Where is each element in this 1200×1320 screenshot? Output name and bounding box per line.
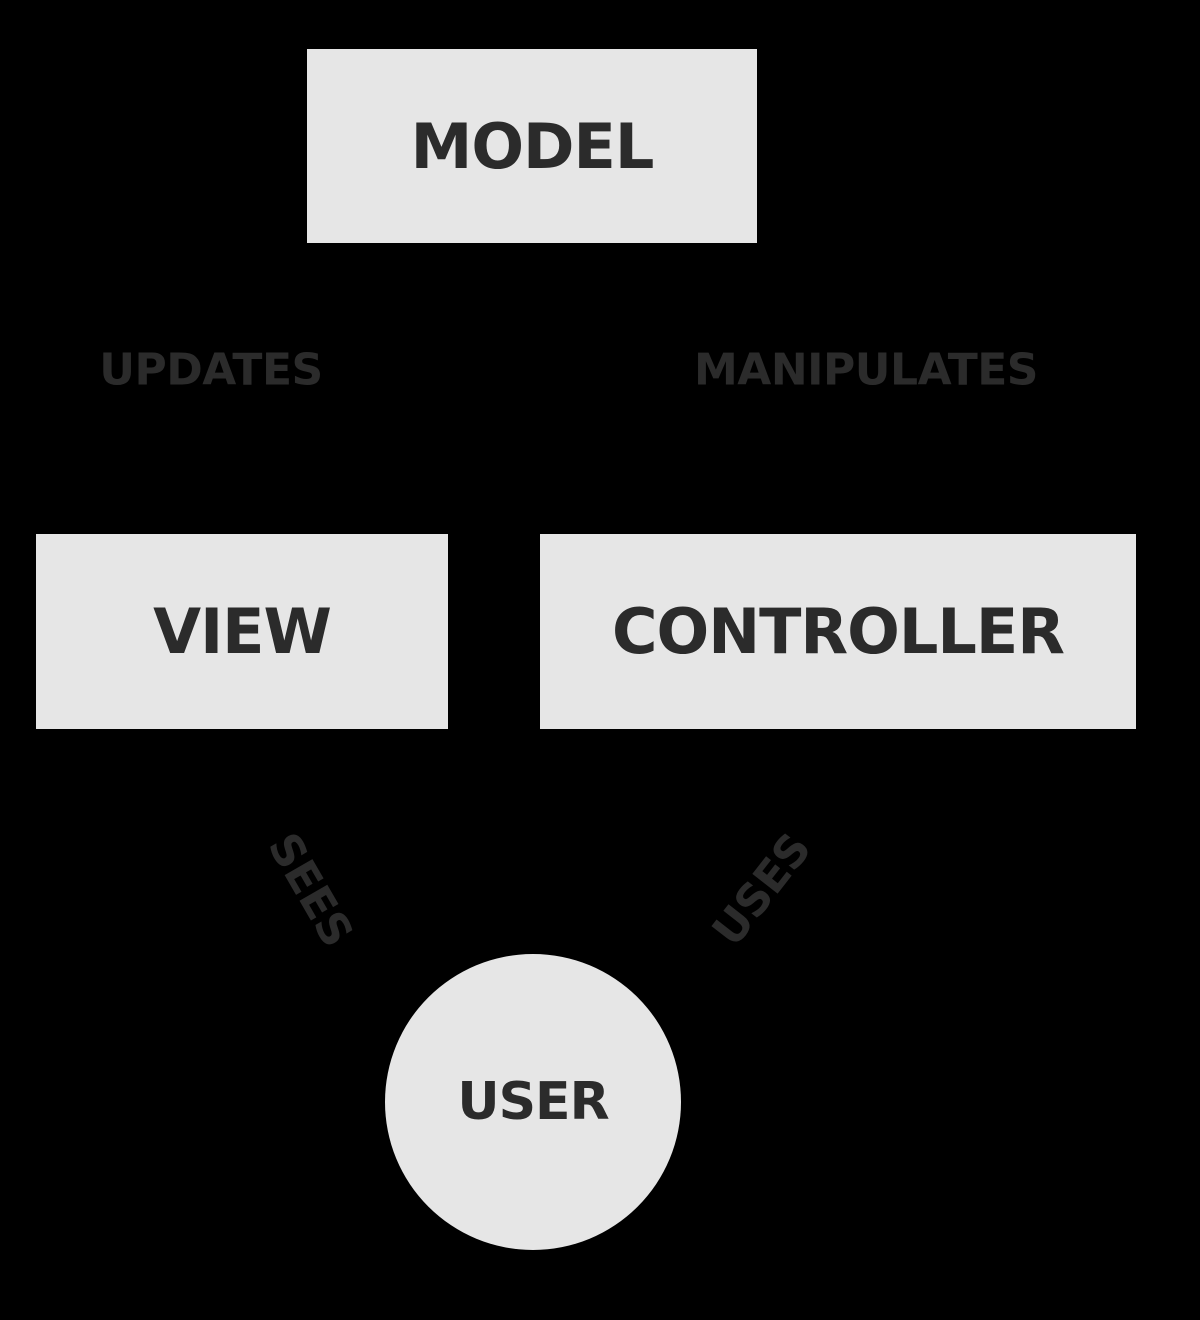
edge-label-manipulates: MANIPULATES: [694, 345, 1038, 396]
node-controller-label: CONTROLLER: [612, 595, 1064, 668]
node-model-label: MODEL: [411, 110, 654, 183]
node-view-label: VIEW: [153, 595, 331, 668]
node-user: USER: [385, 954, 681, 1250]
node-user-label: USER: [457, 1072, 608, 1132]
node-view: VIEW: [36, 534, 448, 729]
node-controller: CONTROLLER: [540, 534, 1136, 729]
node-model: MODEL: [307, 49, 757, 243]
edge-label-updates: UPDATES: [99, 345, 322, 396]
